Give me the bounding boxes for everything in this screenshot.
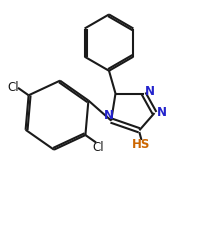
Text: Cl: Cl bbox=[92, 140, 104, 153]
Text: N: N bbox=[157, 106, 167, 119]
Text: HS: HS bbox=[132, 137, 151, 150]
Text: Cl: Cl bbox=[8, 80, 19, 93]
Text: N: N bbox=[145, 84, 155, 97]
Text: N: N bbox=[104, 109, 114, 121]
